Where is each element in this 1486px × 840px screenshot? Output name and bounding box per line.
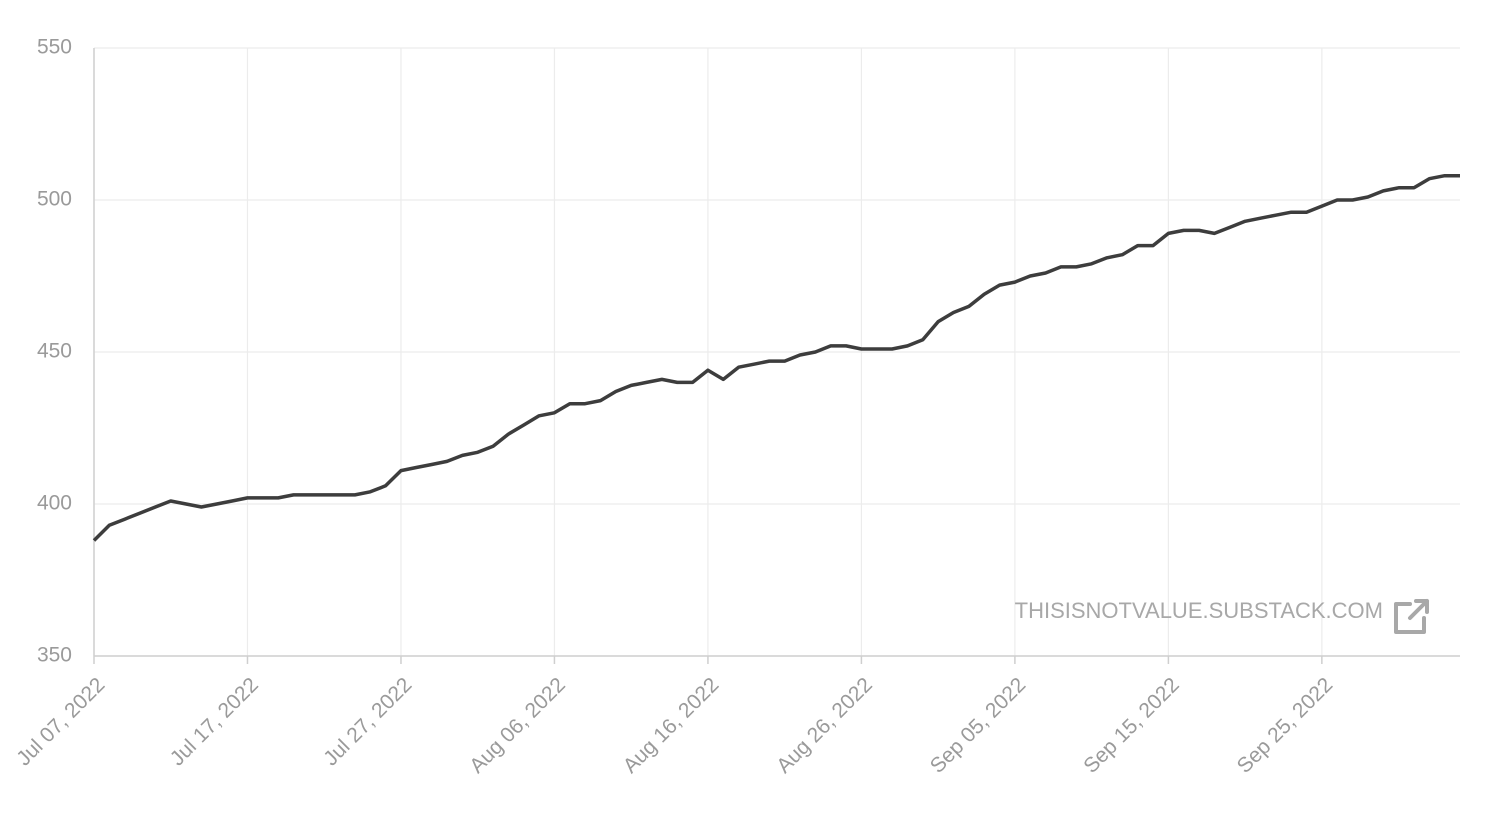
watermark[interactable]: THISISNOTVALUE.SUBSTACK.COM xyxy=(1015,598,1383,623)
x-tick-label: Aug 26, 2022 xyxy=(772,673,877,778)
x-tick-label: Jul 27, 2022 xyxy=(319,673,416,770)
x-tick-label: Sep 15, 2022 xyxy=(1079,673,1184,778)
x-tick-label: Jul 07, 2022 xyxy=(12,673,109,770)
y-tick-label: 450 xyxy=(37,340,72,363)
data-line xyxy=(92,173,1460,542)
source-link[interactable]: THISISNOTVALUE.SUBSTACK.COM xyxy=(1015,598,1429,634)
y-tick-label: 550 xyxy=(37,36,72,59)
x-tick-label: Aug 06, 2022 xyxy=(465,673,570,778)
axes: 350 400 450 500 550 Jul 07, 2022 Jul 17, 2022 J… xyxy=(12,36,1460,778)
x-tick-label: Sep 25, 2022 xyxy=(1233,673,1338,778)
y-tick-label: 400 xyxy=(37,492,72,515)
x-tick-label: Jul 17, 2022 xyxy=(166,673,263,770)
y-tick-label: 350 xyxy=(37,644,72,667)
x-tick-label: Aug 16, 2022 xyxy=(619,673,724,778)
x-tick-label: Sep 05, 2022 xyxy=(926,673,1031,778)
external-link-icon[interactable] xyxy=(1394,599,1429,634)
y-tick-label: 500 xyxy=(37,188,72,211)
